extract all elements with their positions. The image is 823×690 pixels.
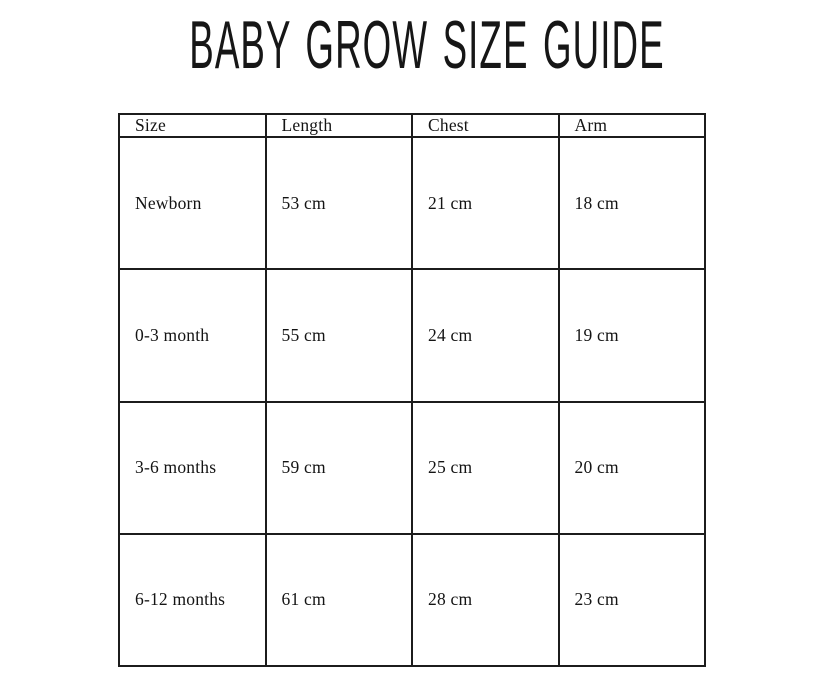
length-value-cell: 59 cm bbox=[264, 400, 413, 535]
column-header-length: Length bbox=[264, 113, 413, 138]
page-title: BABY GROW SIZE GUIDE bbox=[189, 7, 665, 83]
column-header-size: Size bbox=[118, 113, 267, 138]
size-label-cell: 6-12 months bbox=[118, 532, 267, 668]
size-guide-table: Size Length Chest Arm Newborn 53 cm 21 c… bbox=[118, 113, 706, 668]
chest-value-cell: 25 cm bbox=[411, 400, 560, 535]
length-value-cell: 61 cm bbox=[264, 532, 413, 668]
size-label-cell: Newborn bbox=[118, 135, 267, 271]
size-label-cell: 3-6 months bbox=[118, 400, 267, 535]
arm-value-cell: 19 cm bbox=[557, 268, 706, 403]
column-header-chest: Chest bbox=[411, 113, 560, 138]
length-value-cell: 53 cm bbox=[264, 135, 413, 271]
table-row-0-3-month: 0-3 month 55 cm 24 cm 19 cm bbox=[118, 268, 706, 403]
column-header-arm: Arm bbox=[557, 113, 706, 138]
length-value-cell: 55 cm bbox=[264, 268, 413, 403]
arm-value-cell: 23 cm bbox=[557, 532, 706, 668]
arm-value-cell: 18 cm bbox=[557, 135, 706, 271]
arm-value-cell: 20 cm bbox=[557, 400, 706, 535]
chest-value-cell: 24 cm bbox=[411, 268, 560, 403]
table-row-newborn: Newborn 53 cm 21 cm 18 cm bbox=[118, 135, 706, 271]
page-title-container: BABY GROW SIZE GUIDE bbox=[0, 11, 823, 79]
table-header: Size Length Chest Arm bbox=[118, 113, 706, 138]
table-row-3-6-months: 3-6 months 59 cm 25 cm 20 cm bbox=[118, 400, 706, 535]
table-row-6-12-months: 6-12 months 61 cm 28 cm 23 cm bbox=[118, 532, 706, 668]
chest-value-cell: 21 cm bbox=[411, 135, 560, 271]
chest-value-cell: 28 cm bbox=[411, 532, 560, 668]
table-body: Newborn 53 cm 21 cm 18 cm 0-3 month 55 c… bbox=[118, 135, 706, 668]
size-label-cell: 0-3 month bbox=[118, 268, 267, 403]
header-row: Size Length Chest Arm bbox=[118, 113, 706, 138]
